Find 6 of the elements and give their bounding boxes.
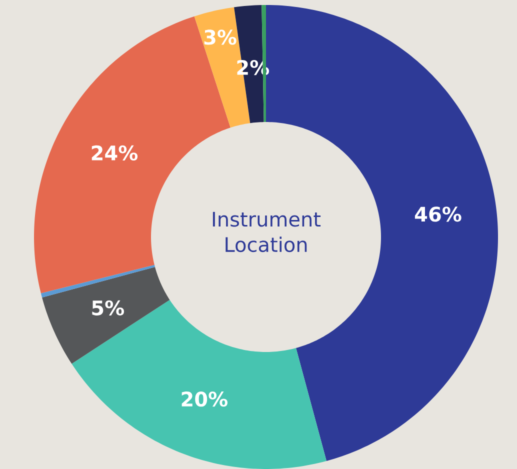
data-label: 24% xyxy=(92,145,138,161)
data-label: 3% xyxy=(204,30,236,45)
data-label: 20% xyxy=(182,392,228,407)
data-label: 46% xyxy=(414,206,462,222)
data-label: 5% xyxy=(92,300,124,316)
text: Instrument Location xyxy=(212,212,321,252)
